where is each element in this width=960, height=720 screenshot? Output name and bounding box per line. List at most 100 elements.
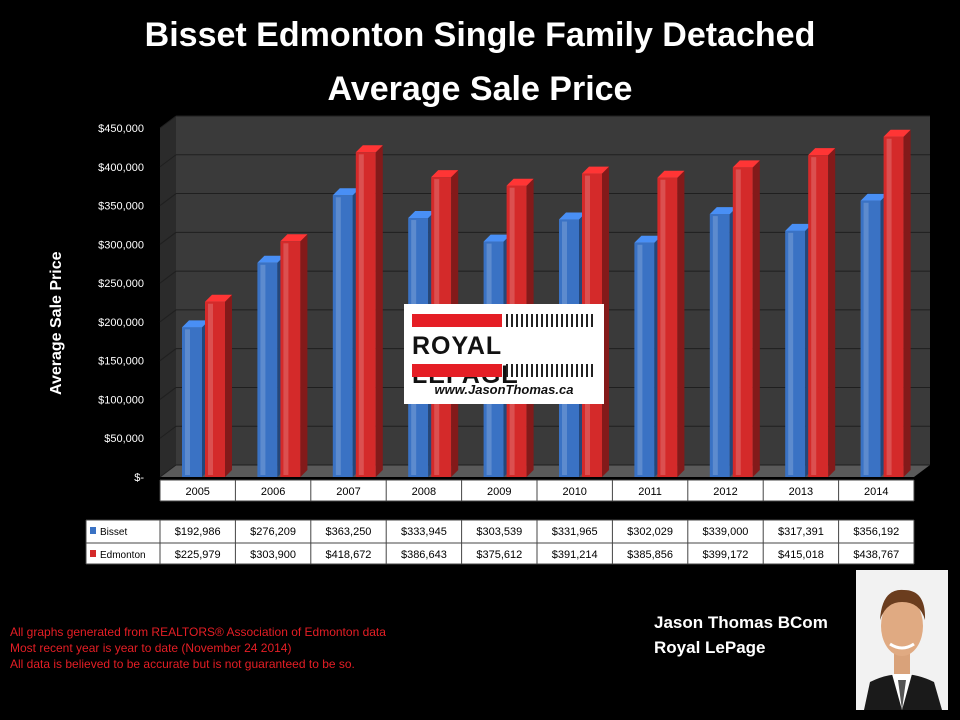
gridline-side	[159, 270, 177, 284]
data-label: $438,767	[853, 549, 899, 561]
bar-front	[280, 241, 301, 477]
bar-top	[785, 223, 813, 231]
agent-photo	[856, 570, 948, 710]
y-tick-label: $50,000	[104, 433, 144, 445]
bar-highlight	[185, 329, 190, 475]
bar-top	[205, 294, 232, 302]
bar-highlight	[637, 244, 643, 475]
gridline-side	[159, 464, 177, 478]
x-tick-label: 2008	[412, 486, 436, 498]
bar-top	[257, 255, 285, 263]
bar-highlight	[358, 154, 364, 475]
gridline-side	[159, 425, 177, 439]
x-tick-label: 2011	[638, 486, 662, 498]
x-tick-label: 2010	[562, 486, 586, 498]
x-axis-label: Average Sale Price	[494, 507, 580, 518]
footnote: All graphs generated from REALTORS® Asso…	[10, 625, 386, 639]
logo-url: www.JasonThomas.ca	[434, 382, 574, 397]
bar-highlight	[660, 179, 666, 475]
bar-highlight	[811, 157, 817, 475]
y-tick-label: $350,000	[98, 201, 144, 213]
y-tick-label: $450,000	[98, 123, 144, 135]
y-tick-label: $100,000	[98, 394, 144, 406]
bar-front	[634, 242, 655, 477]
bar-highlight	[886, 138, 892, 475]
data-label: $356,192	[853, 526, 899, 538]
bar-front	[709, 214, 730, 477]
x-tick-label: 2007	[336, 486, 360, 498]
bar-front	[883, 136, 904, 477]
bar-front	[332, 195, 353, 477]
chart-title-line2: Average Sale Price	[327, 70, 633, 108]
y-tick-label: $150,000	[98, 356, 144, 368]
bar-bisset	[860, 193, 888, 478]
data-label: $302,029	[627, 526, 673, 538]
gridline-side	[159, 115, 177, 129]
bar-front	[257, 262, 278, 477]
bar-top	[732, 160, 760, 168]
bar-top	[355, 145, 383, 153]
data-label: $375,612	[476, 549, 522, 561]
data-label: $276,209	[250, 526, 296, 538]
footnote: All data is believed to be accurate but …	[10, 657, 355, 671]
footnote: Most recent year is year to date (Novemb…	[10, 641, 292, 655]
data-label: $317,391	[778, 526, 824, 538]
y-tick-label: $300,000	[98, 239, 144, 251]
bar-edmonton	[732, 160, 760, 478]
x-tick-label: 2013	[789, 486, 813, 498]
signature: Jason Thomas BCom Royal LePage	[654, 610, 828, 660]
bar-top	[808, 148, 836, 156]
data-label: $192,986	[175, 526, 221, 538]
legend-entry: Bisset	[100, 527, 127, 538]
gridline-side	[159, 231, 177, 245]
footnotes: All graphs generated from REALTORS® Asso…	[10, 624, 386, 672]
logo-red-stripe	[412, 364, 502, 377]
logo-red-stripe	[412, 314, 502, 327]
bar-side	[375, 145, 383, 477]
y-tick-label: $200,000	[98, 317, 144, 329]
table-body-bg	[86, 520, 914, 564]
bar-top	[559, 212, 586, 220]
bar-top	[408, 211, 436, 219]
x-tick-label: 2009	[487, 486, 511, 498]
bar-top	[506, 178, 534, 186]
y-tick-label: $-	[134, 472, 144, 484]
y-tick-label: $250,000	[98, 278, 144, 290]
bar-highlight	[260, 264, 266, 475]
data-label: $391,214	[552, 549, 598, 561]
bar-highlight	[283, 243, 289, 475]
bar-front	[205, 301, 225, 477]
bar-side	[828, 148, 836, 477]
bar-top	[431, 170, 459, 178]
gridline-side	[159, 387, 177, 400]
bar-top	[182, 320, 209, 328]
data-label: $385,856	[627, 549, 673, 561]
bar-front	[732, 167, 753, 478]
bar-highlight	[735, 169, 741, 476]
bar-edmonton	[205, 294, 232, 477]
x-tick-label: 2006	[261, 486, 285, 498]
data-label: $363,250	[326, 526, 372, 538]
bar-top	[657, 170, 685, 178]
bar-top	[860, 193, 888, 201]
bar-edmonton	[355, 145, 383, 477]
bar-top	[709, 207, 737, 215]
bar-top	[332, 188, 360, 196]
legend-entry: Edmonton	[100, 550, 146, 561]
agent-name: Jason Thomas BCom	[654, 613, 828, 632]
data-label: $333,945	[401, 526, 447, 538]
bar-front	[860, 200, 881, 478]
data-label: $303,539	[476, 526, 522, 538]
bar-side	[677, 170, 685, 477]
data-label: $225,979	[175, 549, 221, 561]
data-label: $339,000	[703, 526, 749, 538]
bar-front	[657, 177, 678, 477]
gridline-side	[159, 348, 177, 362]
royal-lepage-logo: ROYAL LEPAGE www.JasonThomas.ca	[404, 304, 604, 404]
logo-barcode	[506, 314, 596, 327]
legend-swatch	[90, 527, 96, 534]
data-label: $303,900	[250, 549, 296, 561]
bar-highlight	[208, 303, 213, 475]
bar-bisset	[257, 255, 285, 477]
y-tick-label: $400,000	[98, 162, 144, 174]
